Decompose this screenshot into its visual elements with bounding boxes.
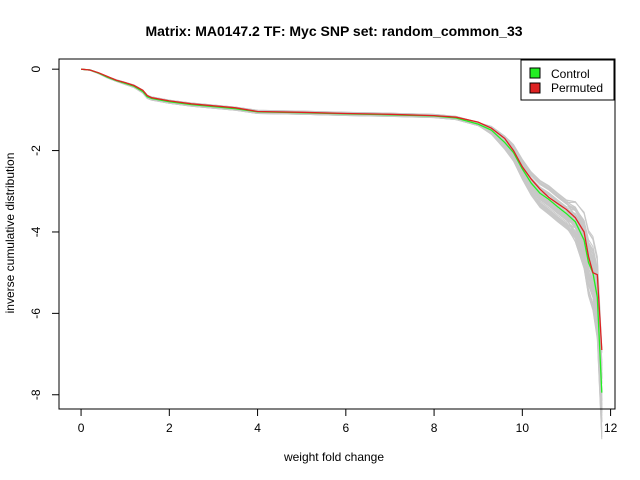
plot-area-border (58, 58, 616, 410)
background-run-line (81, 68, 603, 393)
background-run-line (81, 68, 603, 405)
background-run-line (81, 68, 603, 391)
background-run-line (81, 68, 603, 412)
background-run-line (81, 68, 603, 423)
chart-title: Matrix: MA0147.2 TF: Myc SNP set: random… (145, 23, 522, 39)
legend-swatch-control (529, 67, 541, 79)
series-line-permuted (81, 68, 603, 351)
background-run-line (81, 68, 603, 349)
background-run-line (81, 68, 603, 423)
background-run-line (81, 68, 603, 408)
background-run-line (81, 68, 603, 423)
background-run-line (81, 68, 603, 433)
background-run-line (81, 68, 603, 401)
background-run-line (81, 68, 603, 402)
x-tick-label: 8 (431, 421, 438, 435)
x-tick-label: 12 (604, 421, 618, 435)
background-run-line (81, 68, 603, 414)
series-layer (81, 68, 603, 393)
y-axis-label: inverse cumulative distribution (3, 153, 17, 314)
background-run-line (81, 68, 603, 401)
background-run-line (81, 68, 603, 410)
legend-swatch-permuted (529, 82, 541, 94)
background-run-line (81, 68, 603, 417)
y-tick-label: -4 (29, 226, 43, 237)
background-run-line (81, 68, 603, 412)
legend-label-control: Control (551, 67, 590, 81)
background-run-line (81, 68, 603, 440)
background-run-line (81, 68, 603, 422)
background-run-line (81, 68, 603, 385)
legend-label-permuted: Permuted (551, 81, 603, 95)
background-run-line (81, 68, 603, 438)
background-run-line (81, 68, 603, 412)
y-axis: 0 -2 -4 -6 -8 (29, 66, 60, 400)
background-run-line (81, 68, 603, 406)
x-tick-label: 6 (342, 421, 349, 435)
y-tick-label: -6 (29, 308, 43, 319)
y-tick-label: -2 (29, 145, 43, 156)
background-run-line (81, 68, 603, 384)
background-run-line (81, 68, 603, 372)
background-run-line (81, 68, 603, 395)
x-axis: 0 2 4 6 8 10 12 (78, 408, 618, 435)
background-run-line (81, 68, 603, 352)
background-runs (81, 68, 603, 440)
background-run-line (81, 68, 603, 429)
x-axis-label: weight fold change (283, 450, 384, 464)
background-run-line (81, 68, 603, 414)
background-run-line (81, 68, 603, 405)
background-run-line (81, 68, 603, 416)
x-tick-label: 2 (166, 421, 173, 435)
series-line-control (81, 68, 603, 393)
background-run-line (81, 68, 603, 400)
x-tick-label: 10 (516, 421, 530, 435)
background-run-line (81, 68, 603, 393)
background-run-line (81, 68, 603, 412)
background-run-line (81, 68, 603, 407)
x-tick-label: 4 (254, 421, 261, 435)
x-tick-label: 0 (78, 421, 85, 435)
background-run-line (81, 68, 603, 419)
y-tick-label: 0 (29, 66, 43, 73)
background-run-line (81, 68, 603, 383)
background-run-line (81, 68, 603, 394)
legend: Control Permuted (520, 59, 615, 101)
background-run-line (81, 68, 603, 397)
background-run-line (81, 68, 603, 401)
background-run-line (81, 68, 603, 435)
y-tick-label: -8 (29, 389, 43, 400)
